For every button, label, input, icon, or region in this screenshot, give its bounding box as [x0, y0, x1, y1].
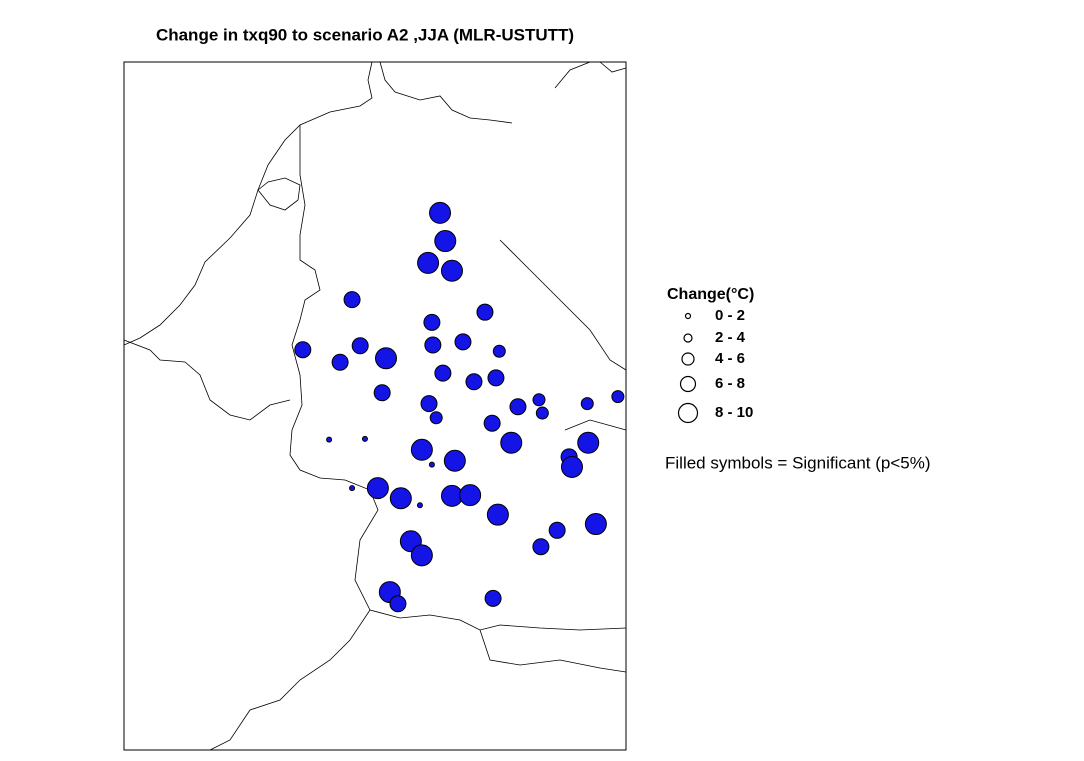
- station-marker: [509, 398, 527, 416]
- station-marker: [428, 461, 435, 468]
- station-marker: [389, 595, 407, 613]
- station-marker: [331, 353, 349, 371]
- station-marker: [294, 341, 312, 359]
- station-marker: [361, 435, 368, 442]
- map-title: Change in txq90 to scenario A2 ,JJA (MLR…: [156, 25, 574, 44]
- station-marker: [326, 436, 333, 443]
- station-marker: [535, 406, 549, 420]
- station-marker: [423, 313, 441, 331]
- station-marker: [560, 455, 583, 478]
- station-marker: [486, 503, 509, 526]
- legend-title: Change(°C): [667, 286, 754, 303]
- map-frame: [123, 61, 627, 751]
- legend-symbol: [681, 352, 695, 366]
- station-marker: [532, 538, 550, 556]
- station-marker: [476, 303, 494, 321]
- station-marker: [611, 390, 625, 404]
- station-marker: [416, 502, 423, 509]
- station-marker: [487, 369, 505, 387]
- station-marker: [532, 393, 546, 407]
- station-marker: [349, 485, 356, 492]
- legend-label: 2 - 4: [715, 329, 746, 346]
- station-marker: [484, 589, 502, 607]
- station-marker: [389, 487, 412, 510]
- station-marker: [454, 333, 472, 351]
- legend-symbol: [683, 333, 693, 343]
- station-marker: [483, 414, 501, 432]
- station-marker: [420, 395, 438, 413]
- station-marker: [429, 201, 452, 224]
- station-marker: [584, 513, 607, 536]
- legend-symbol: [679, 375, 697, 393]
- station-marker: [492, 344, 506, 358]
- station-marker: [443, 449, 466, 472]
- legend-label: 4 - 6: [715, 350, 745, 367]
- station-marker: [374, 347, 397, 370]
- station-marker: [366, 477, 389, 500]
- legend-label: 8 - 10: [715, 404, 753, 421]
- station-marker: [434, 364, 452, 382]
- station-marker: [417, 251, 440, 274]
- station-marker: [410, 544, 433, 567]
- significance-note: Filled symbols = Significant (p<5%): [665, 453, 931, 472]
- station-marker: [459, 484, 482, 507]
- legend-label: 0 - 2: [715, 307, 745, 324]
- station-marker: [548, 521, 566, 539]
- station-marker: [410, 438, 433, 461]
- station-marker: [424, 336, 442, 354]
- station-marker: [577, 431, 600, 454]
- station-marker: [465, 373, 483, 391]
- legend-label: 6 - 8: [715, 375, 745, 392]
- station-marker: [440, 259, 463, 282]
- station-marker: [351, 337, 369, 355]
- legend-symbol: [677, 402, 699, 424]
- station-marker: [580, 397, 594, 411]
- station-marker: [429, 411, 443, 425]
- station-marker: [500, 431, 523, 454]
- legend-symbol: [684, 312, 692, 320]
- station-marker: [373, 384, 391, 402]
- station-marker: [343, 291, 361, 309]
- basemap: [123, 61, 627, 751]
- station-marker: [434, 230, 457, 253]
